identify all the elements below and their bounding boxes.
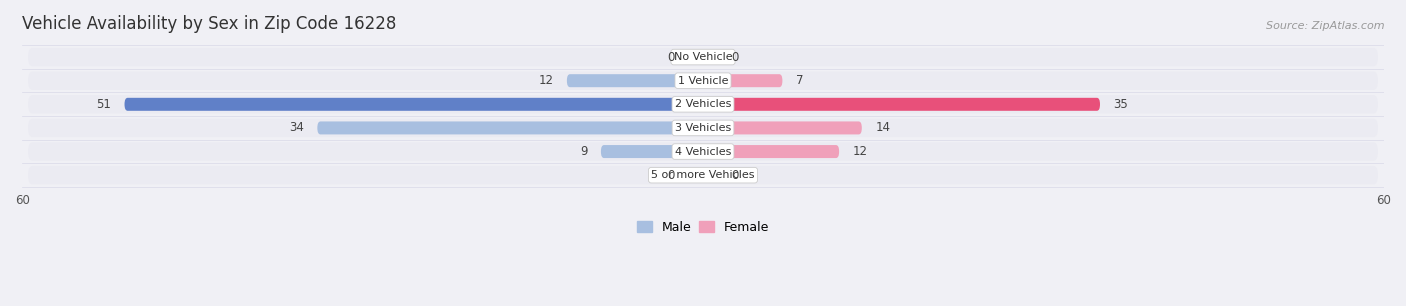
FancyBboxPatch shape: [28, 72, 1378, 90]
Text: 34: 34: [288, 121, 304, 134]
Text: 3 Vehicles: 3 Vehicles: [675, 123, 731, 133]
Text: Vehicle Availability by Sex in Zip Code 16228: Vehicle Availability by Sex in Zip Code …: [22, 15, 396, 33]
FancyBboxPatch shape: [703, 145, 839, 158]
FancyBboxPatch shape: [28, 119, 1378, 137]
Text: 0: 0: [668, 169, 675, 182]
Text: 12: 12: [852, 145, 868, 158]
FancyBboxPatch shape: [567, 74, 703, 87]
Text: 51: 51: [96, 98, 111, 111]
Text: 2 Vehicles: 2 Vehicles: [675, 99, 731, 109]
Text: 4 Vehicles: 4 Vehicles: [675, 147, 731, 157]
FancyBboxPatch shape: [703, 74, 782, 87]
Legend: Male, Female: Male, Female: [631, 216, 775, 239]
FancyBboxPatch shape: [600, 145, 703, 158]
Text: 0: 0: [731, 169, 738, 182]
FancyBboxPatch shape: [318, 121, 703, 134]
Text: 12: 12: [538, 74, 554, 87]
Text: 5 or more Vehicles: 5 or more Vehicles: [651, 170, 755, 180]
Text: 9: 9: [579, 145, 588, 158]
FancyBboxPatch shape: [703, 98, 1099, 111]
FancyBboxPatch shape: [703, 121, 862, 134]
Text: Source: ZipAtlas.com: Source: ZipAtlas.com: [1267, 21, 1385, 32]
FancyBboxPatch shape: [28, 48, 1378, 66]
FancyBboxPatch shape: [125, 98, 703, 111]
FancyBboxPatch shape: [28, 142, 1378, 161]
Text: 7: 7: [796, 74, 803, 87]
FancyBboxPatch shape: [28, 166, 1378, 185]
Text: 14: 14: [876, 121, 890, 134]
Text: 0: 0: [731, 50, 738, 64]
Text: 0: 0: [668, 50, 675, 64]
Text: 35: 35: [1114, 98, 1129, 111]
Text: 1 Vehicle: 1 Vehicle: [678, 76, 728, 86]
FancyBboxPatch shape: [28, 95, 1378, 114]
Text: No Vehicle: No Vehicle: [673, 52, 733, 62]
